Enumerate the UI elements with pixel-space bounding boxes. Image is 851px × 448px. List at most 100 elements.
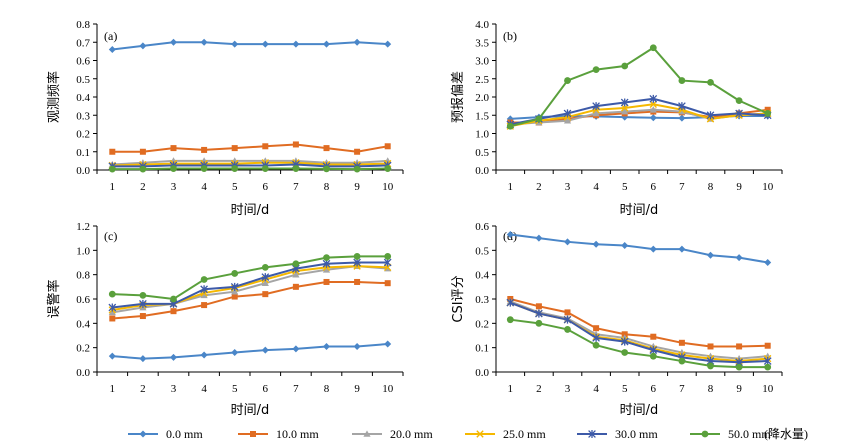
y-tick-label: 1.0	[76, 245, 90, 257]
legend-marker	[701, 430, 709, 438]
data-point	[353, 253, 361, 260]
x-axis-label: 时间/d	[231, 403, 270, 418]
series-line	[510, 233, 768, 264]
legend-marker	[139, 430, 147, 438]
series-line	[112, 143, 388, 153]
series-line	[510, 97, 768, 126]
x-tick-label: 10	[762, 383, 774, 395]
data-point	[649, 352, 657, 360]
y-tick-label: 0.4	[76, 92, 90, 104]
data-point	[735, 363, 743, 371]
data-point	[109, 315, 116, 322]
y-tick-label: 0.0	[475, 367, 489, 379]
series-50-0-mm	[506, 316, 772, 371]
x-tick-label: 4	[201, 181, 207, 193]
legend-label: 30.0 mm	[615, 427, 658, 441]
x-tick-label: 9	[354, 181, 360, 193]
y-tick-label: 3.0	[475, 56, 489, 68]
x-axis-label: 时间/d	[620, 203, 659, 218]
series-line	[112, 261, 388, 309]
data-point	[384, 280, 391, 287]
series-10-0-mm	[109, 141, 391, 155]
data-point	[649, 44, 657, 52]
data-point	[707, 251, 714, 259]
data-point	[563, 109, 572, 118]
x-tick-label: 2	[536, 383, 542, 395]
legend-marker	[588, 430, 596, 438]
y-tick-label: 0.1	[76, 147, 90, 159]
y-tick-label: 0.5	[475, 147, 489, 159]
data-point	[231, 349, 239, 357]
legend-label: 25.0 mm	[503, 427, 546, 441]
series-line	[112, 343, 388, 360]
x-tick-label: 5	[232, 383, 238, 395]
legend-label: 50.0 mm	[728, 427, 771, 441]
series-0-0-mm	[108, 340, 392, 363]
data-point	[621, 241, 629, 249]
data-point	[323, 40, 330, 48]
series-line	[509, 301, 768, 364]
data-point	[261, 263, 269, 271]
y-tick-label: 0.6	[475, 221, 489, 233]
series-line	[112, 167, 388, 171]
y-tick-label: 0.1	[475, 343, 489, 355]
data-point	[261, 165, 269, 172]
data-point	[231, 270, 239, 277]
data-point	[231, 288, 239, 295]
data-point	[649, 245, 657, 253]
x-tick-label: 5	[232, 181, 238, 193]
data-point	[292, 271, 300, 278]
panel-c: 0.0 0.2 0.4 0.6 0.8 1.0 1.2 1 2 3 4 5 6 7 8 9 10 (c) 时间/d 误…	[46, 221, 404, 418]
panel-d: 0.00.10.20.30.40.50.612345678910(d)时间/dC…	[451, 221, 783, 418]
data-point	[621, 104, 629, 112]
data-point	[108, 290, 116, 298]
x-tick-label: 5	[622, 383, 628, 395]
data-point	[354, 148, 361, 155]
data-point	[535, 303, 542, 310]
x-tick-label: 7	[293, 383, 299, 395]
series-line	[510, 318, 768, 369]
data-point	[201, 302, 208, 309]
data-point	[323, 165, 330, 173]
x-tick-label: 3	[171, 383, 177, 395]
data-point	[706, 111, 715, 120]
data-point	[592, 102, 600, 111]
data-point	[649, 114, 657, 122]
data-point	[535, 234, 543, 242]
x-tick-label: 8	[708, 181, 714, 193]
data-point	[261, 273, 270, 282]
x-tick-label: 1	[508, 383, 514, 395]
data-point	[678, 339, 685, 346]
x-tick-label: 9	[736, 181, 742, 193]
y-tick-label: 0.8	[76, 19, 90, 31]
x-axis-label: 时间/d	[231, 203, 270, 218]
data-point	[564, 77, 571, 84]
x-tick-label: 9	[354, 383, 360, 395]
y-tick-label: 1.2	[76, 221, 90, 233]
data-point	[139, 299, 147, 308]
series-line	[112, 163, 388, 168]
y-tick-label: 0.4	[475, 270, 489, 282]
data-point	[506, 298, 515, 307]
data-point	[506, 316, 514, 324]
y-tick-label: 1.0	[475, 129, 489, 141]
data-point	[139, 148, 146, 155]
data-point	[535, 319, 543, 327]
data-point	[384, 253, 392, 260]
legend-marker	[476, 430, 484, 438]
data-point	[231, 293, 238, 300]
data-point	[620, 337, 629, 346]
data-point	[322, 266, 331, 273]
x-tick-label: 4	[201, 383, 207, 395]
data-point	[678, 108, 686, 115]
x-tick-label: 3	[565, 181, 571, 193]
series-line	[112, 41, 388, 51]
data-point	[323, 342, 330, 350]
x-tick-label: 4	[593, 383, 599, 395]
x-tick-label: 1	[110, 181, 116, 193]
data-point	[170, 38, 177, 46]
data-point	[231, 145, 238, 152]
data-point	[678, 357, 686, 365]
legend-marker	[363, 430, 371, 437]
